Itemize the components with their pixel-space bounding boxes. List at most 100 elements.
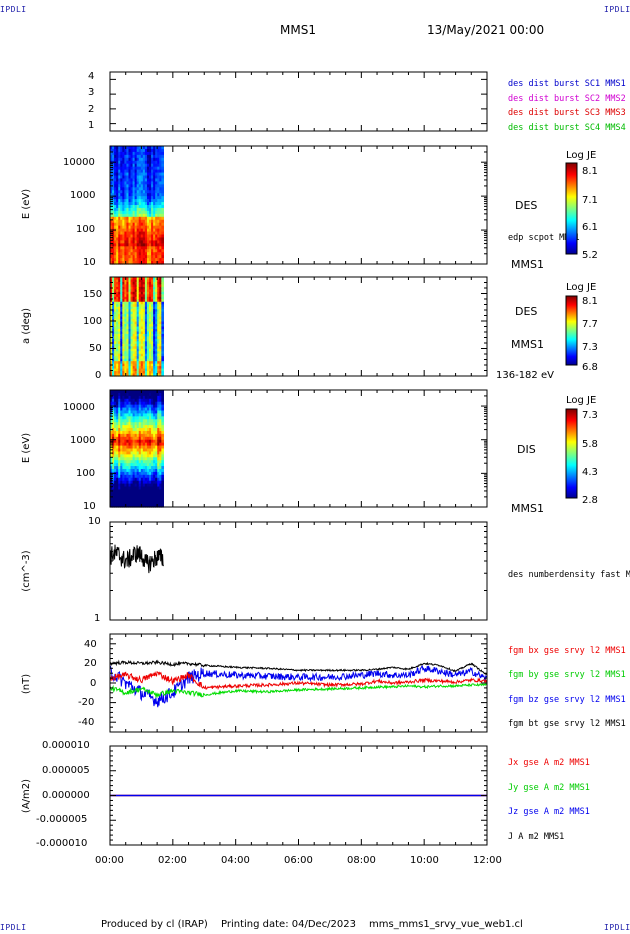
legend-jy: Jy gse A m2 MMS1 xyxy=(508,783,590,793)
colorbar-1 xyxy=(565,162,578,255)
panel-5-frame xyxy=(109,521,488,621)
cb2-tick-2: 7.3 xyxy=(582,342,598,353)
p4-ytick-1000: 1000 xyxy=(70,435,96,446)
legend-sc2: des dist burst SC2 MMS2 xyxy=(508,94,626,104)
bt-line xyxy=(109,659,488,676)
cb1-tick-1: 7.1 xyxy=(582,195,598,206)
legend-bt: fgm bt gse srvy l2 MMS1 xyxy=(508,719,626,729)
p2-instrument-label: DES xyxy=(515,199,538,212)
bz-line xyxy=(109,664,488,708)
legend-bz: fgm bz gse srvy l2 MMS1 xyxy=(508,695,626,705)
plot-content xyxy=(109,146,488,797)
p3-ytick-100: 100 xyxy=(83,316,103,327)
xtick-0800: 08:00 xyxy=(347,855,376,866)
colorbar-3 xyxy=(565,408,578,499)
xtick-1000: 10:00 xyxy=(410,855,439,866)
p1-ytick-1: 1 xyxy=(88,120,95,131)
cb3-tick-0: 7.3 xyxy=(582,410,598,421)
legend-density: des numberdensity fast M xyxy=(508,570,630,580)
p6-ytick-m40: -40 xyxy=(78,717,95,728)
xtick-0000: 00:00 xyxy=(95,855,124,866)
p2-ytick-1000: 1000 xyxy=(70,190,96,201)
cb1-title: Log JE xyxy=(566,150,597,161)
xtick-1200: 12:00 xyxy=(473,855,502,866)
cb2-tick-3: 6.8 xyxy=(582,362,598,373)
p4-ytick-10000: 10000 xyxy=(63,402,95,413)
legend-jx: Jx gse A m2 MMS1 xyxy=(508,758,590,768)
p5-ytick-10: 10 xyxy=(88,516,101,527)
density-line xyxy=(109,544,164,574)
legend-bx: fgm bx gse srvy l2 MMS1 xyxy=(508,646,626,656)
p7-ytick-m10: -0.000010 xyxy=(36,838,88,849)
p4-ytick-10: 10 xyxy=(83,501,96,512)
panel-2-frame xyxy=(109,145,488,265)
footer-credit: Produced by cl (IRAP) xyxy=(101,919,208,930)
p7-ytick-0: 0.000000 xyxy=(42,790,90,801)
p6-ytick-20: 20 xyxy=(84,658,97,669)
legend-sc4: des dist burst SC4 MMS4 xyxy=(508,123,626,133)
p4-sc-label: MMS1 xyxy=(511,502,544,515)
panel-4-frame xyxy=(109,389,488,508)
cb3-tick-2: 4.3 xyxy=(582,467,598,478)
p6-ytick-40: 40 xyxy=(84,639,97,650)
legend-by: fgm by gse srvy l2 MMS1 xyxy=(508,670,626,680)
p7-ytick-m5: -0.000005 xyxy=(36,814,88,825)
corner-mark-top-right: IPDLI xyxy=(604,5,630,14)
corner-mark-top-left: IPDLI xyxy=(0,5,27,14)
legend-j: J A m2 MMS1 xyxy=(508,832,565,842)
p2-sc-label: MMS1 xyxy=(511,258,544,271)
p2-ytick-100: 100 xyxy=(76,224,96,235)
cb1-tick-3: 5.2 xyxy=(582,250,598,261)
footer-printing-date: Printing date: 04/Dec/2023 xyxy=(221,919,357,930)
legend-jz: Jz gse A m2 MMS1 xyxy=(508,807,590,817)
p2-overlay-label: edp scpot MMS1 xyxy=(508,233,580,243)
p1-ytick-3: 3 xyxy=(88,87,95,98)
corner-mark-bottom-right: IPDLI xyxy=(604,923,630,932)
p3-sc-label: MMS1 xyxy=(511,338,544,351)
colorbar-2 xyxy=(565,295,578,366)
p4-instrument-label: DIS xyxy=(517,443,536,456)
xtick-0600: 06:00 xyxy=(284,855,313,866)
panel-3-frame xyxy=(109,276,488,377)
dis-energy-spectrogram xyxy=(110,390,164,508)
panel-1-frame xyxy=(109,71,488,132)
spacecraft-title: MMS1 xyxy=(280,23,316,37)
axis-ticks xyxy=(109,72,488,846)
p7-ytick-p5: 0.000005 xyxy=(42,765,90,776)
footer-filename: mms_mms1_srvy_vue_web1.cl xyxy=(369,919,523,930)
cb3-tick-3: 2.8 xyxy=(582,495,598,506)
cb2-tick-0: 8.1 xyxy=(582,296,598,307)
des-pitch-angle-spectrogram xyxy=(110,277,164,377)
panel-frames xyxy=(109,71,578,846)
p2-ytick-10: 10 xyxy=(83,257,96,268)
cb2-title: Log JE xyxy=(566,282,597,293)
cb2-tick-1: 7.7 xyxy=(582,319,598,330)
legend-sc1: des dist burst SC1 MMS1 xyxy=(508,79,626,89)
p1-ytick-4: 4 xyxy=(88,71,95,82)
cb1-tick-2: 6.1 xyxy=(582,222,598,233)
bx-line xyxy=(109,670,488,690)
cb1-tick-0: 8.1 xyxy=(582,166,598,177)
by-line xyxy=(109,682,488,699)
cb3-title: Log JE xyxy=(566,395,597,406)
p3-ytick-50: 50 xyxy=(89,343,102,354)
p5-ytick-1: 1 xyxy=(94,613,101,624)
p3-range-label: 136-182 eV xyxy=(496,370,554,381)
p2-ytick-10000: 10000 xyxy=(63,157,95,168)
cb3-tick-1: 5.8 xyxy=(582,439,598,450)
p6-ytick-m20: -20 xyxy=(78,697,95,708)
p3-ytick-0: 0 xyxy=(95,370,102,381)
legend-sc3: des dist burst SC3 MMS3 xyxy=(508,108,626,118)
des-energy-spectrogram xyxy=(110,146,164,265)
p6-ytick-0: 0 xyxy=(90,678,97,689)
date-title: 13/May/2021 00:00 xyxy=(427,23,545,37)
p3-ytick-150: 150 xyxy=(83,289,103,300)
xtick-0200: 02:00 xyxy=(158,855,187,866)
xtick-0400: 04:00 xyxy=(221,855,250,866)
corner-mark-bottom-left: IPDLI xyxy=(0,923,27,932)
p1-ytick-2: 2 xyxy=(88,104,95,115)
p4-ytick-100: 100 xyxy=(76,468,96,479)
p3-instrument-label: DES xyxy=(515,305,538,318)
